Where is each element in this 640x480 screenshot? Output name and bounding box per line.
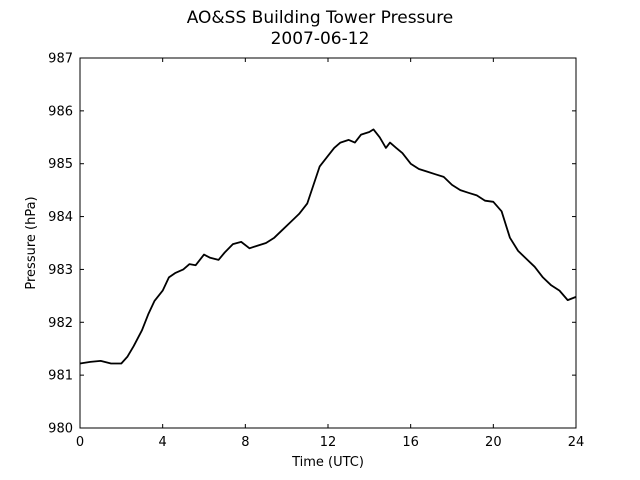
x-tick-label: 24 [568, 435, 585, 450]
x-tick-label: 8 [241, 435, 249, 450]
x-tick-label: 12 [320, 435, 337, 450]
y-tick-label: 985 [48, 157, 73, 172]
y-tick-label: 981 [48, 369, 73, 384]
chart-subtitle: 2007-06-12 [270, 29, 370, 49]
x-tick-label: 0 [76, 435, 84, 450]
x-tick-label: 16 [402, 435, 419, 450]
y-tick-label: 984 [48, 210, 73, 225]
tick-group: 0 4 8 12 16 20 24 980 981 982 983 984 985 986 987 [48, 52, 584, 451]
y-tick-label: 983 [48, 263, 73, 278]
pressure-series-line [79, 128, 577, 365]
chart-title: AO&SS Building Tower Pressure [186, 8, 454, 28]
x-tick-label: 4 [159, 435, 167, 450]
plot-frame [79, 57, 577, 429]
y-tick-label: 980 [48, 422, 73, 437]
y-tick-label: 986 [48, 104, 73, 119]
x-axis-label: Time (UTC) [291, 455, 364, 470]
x-tick-label: 20 [485, 435, 502, 450]
y-tick-label: 982 [48, 316, 73, 331]
y-axis-label: Pressure (hPa) [24, 196, 39, 289]
y-tick-label: 987 [48, 52, 73, 67]
